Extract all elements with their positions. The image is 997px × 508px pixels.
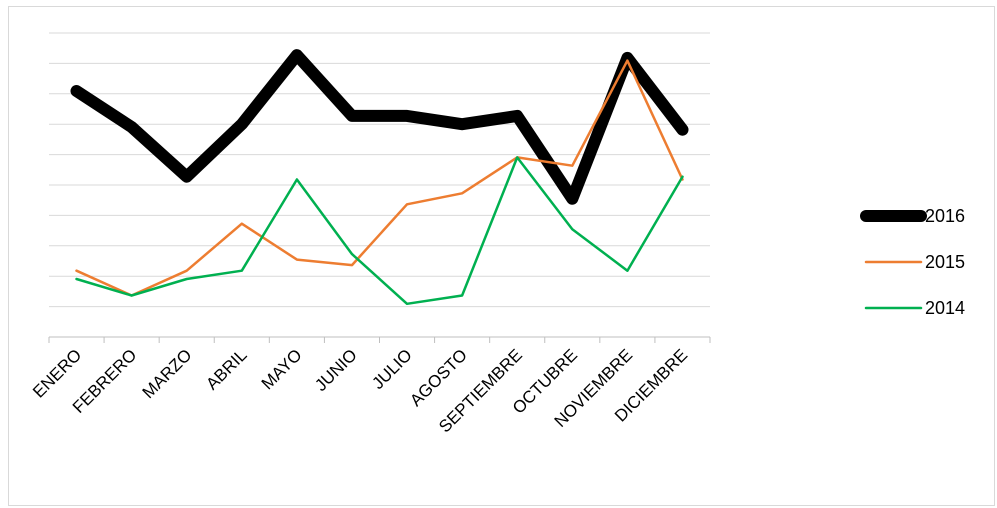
legend-label: 2016 bbox=[925, 206, 965, 226]
legend-label: 2015 bbox=[925, 252, 965, 272]
x-tick-label: JUNIO bbox=[311, 345, 360, 394]
x-tick-label: MAYO bbox=[258, 345, 306, 393]
gridlines bbox=[49, 32, 710, 308]
x-axis-ticks bbox=[48, 337, 711, 343]
x-tick-label: ABRIL bbox=[202, 345, 250, 393]
chart-frame bbox=[8, 6, 995, 506]
x-tick-label: ENERO bbox=[29, 345, 85, 401]
series-line-2016 bbox=[70, 49, 689, 205]
x-tick-label: MARZO bbox=[139, 345, 196, 402]
series-line-2014 bbox=[75, 156, 684, 306]
legend-label: 2014 bbox=[925, 298, 965, 318]
x-tick-label: JULIO bbox=[368, 345, 416, 393]
legend: 2016 2015 2014 bbox=[860, 206, 965, 318]
series-line-2015 bbox=[75, 59, 684, 297]
